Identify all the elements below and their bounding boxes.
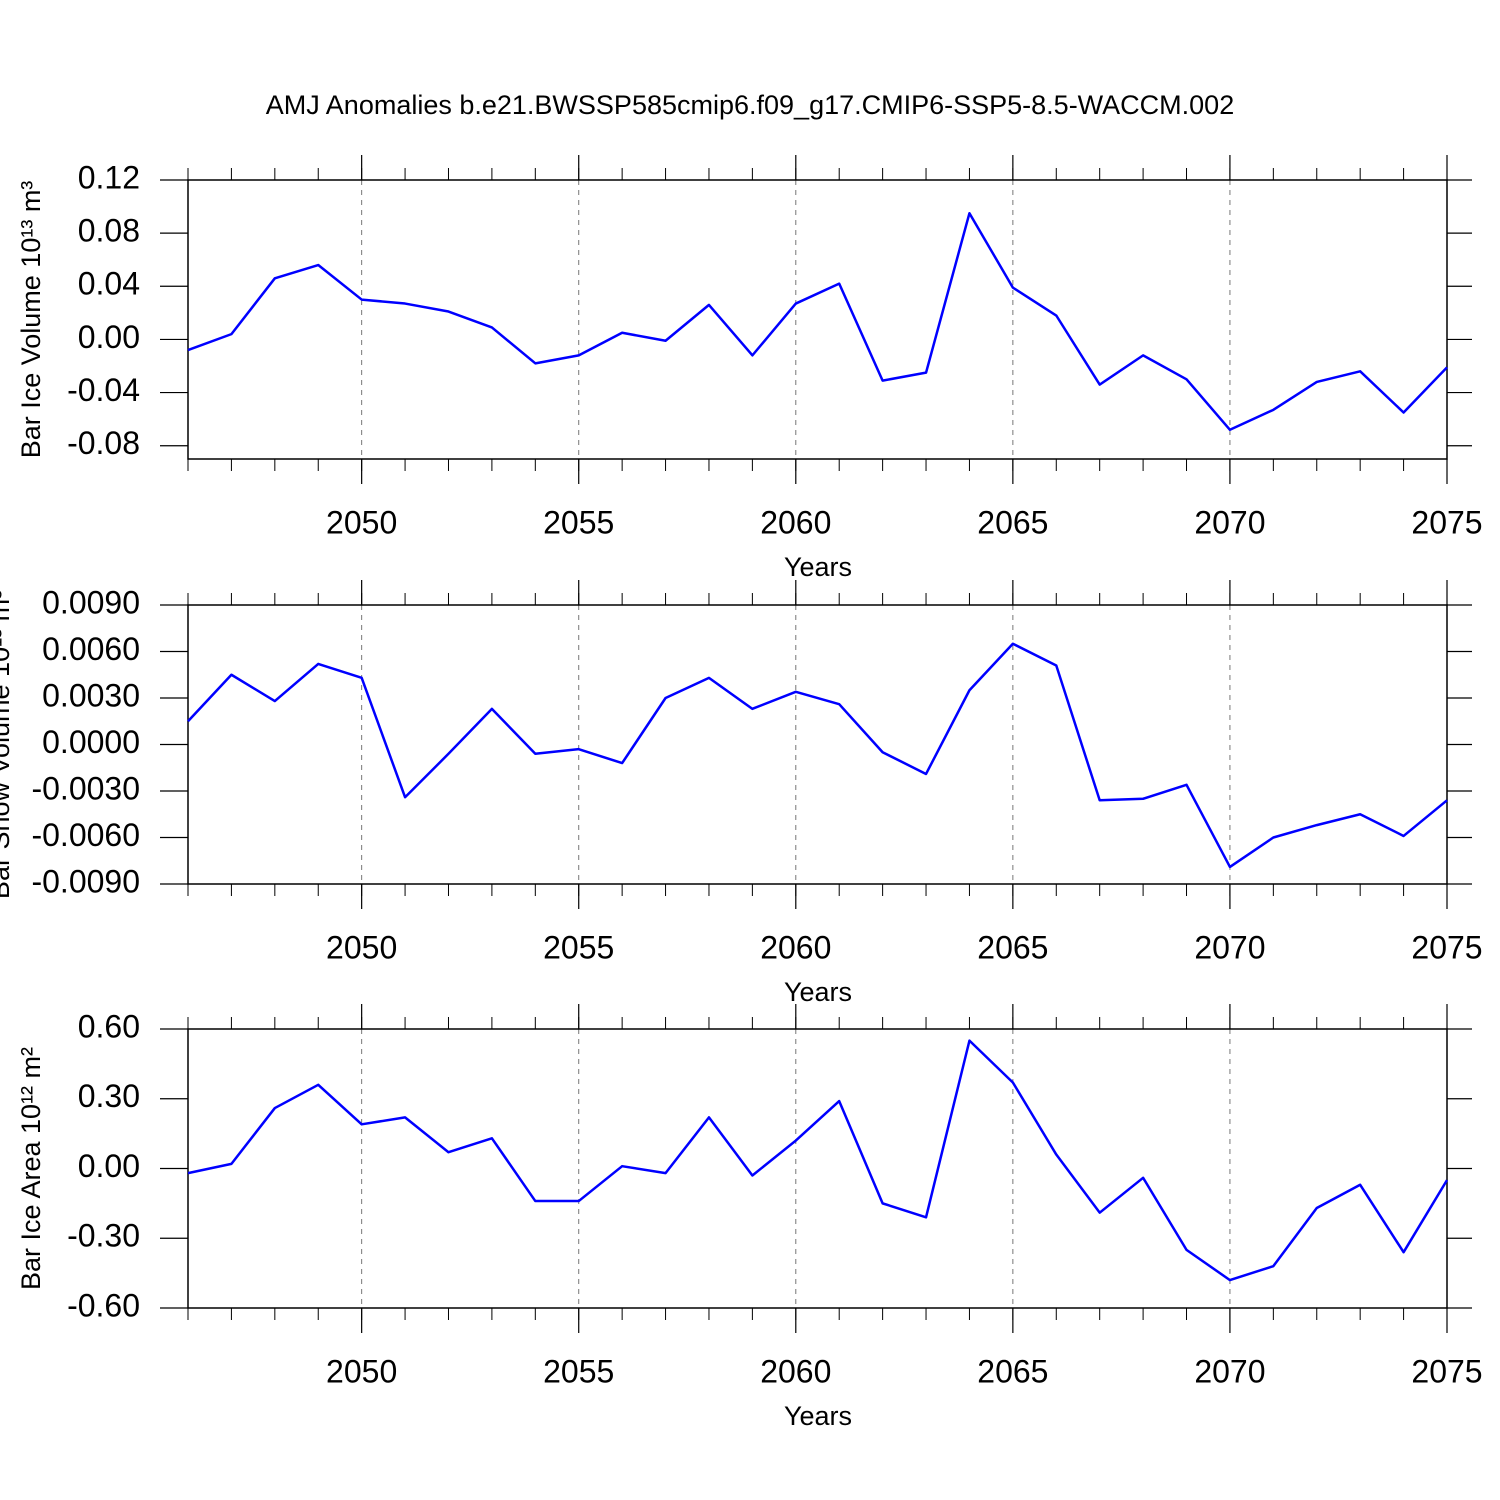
x-tick-label: 2050 bbox=[326, 504, 397, 540]
x-tick-label: 2055 bbox=[543, 1353, 614, 1389]
x-tick-label: 2070 bbox=[1194, 1353, 1265, 1389]
x-tick-label: 2050 bbox=[326, 1353, 397, 1389]
x-tick-label: 2065 bbox=[977, 929, 1048, 965]
y-tick-label: -0.0090 bbox=[31, 863, 140, 899]
x-tick-label: 2055 bbox=[543, 504, 614, 540]
x-tick-label: 2075 bbox=[1411, 929, 1482, 965]
x-tick-label: 2070 bbox=[1194, 504, 1265, 540]
y-tick-label: 0.04 bbox=[78, 266, 140, 302]
x-tick-label: 2075 bbox=[1411, 1353, 1482, 1389]
chart-title: AMJ Anomalies b.e21.BWSSP585cmip6.f09_g1… bbox=[266, 90, 1234, 120]
y-tick-label: -0.0030 bbox=[31, 770, 140, 806]
y-tick-label: -0.08 bbox=[67, 425, 140, 461]
y-axis-label: Bar Ice Area 10¹² m² bbox=[16, 1047, 46, 1290]
y-tick-label: 0.0060 bbox=[42, 631, 140, 667]
y-tick-label: 0.08 bbox=[78, 213, 140, 249]
y-tick-label: 0.0030 bbox=[42, 677, 140, 713]
y-axis-label: Bar Snow Volume 10¹³ m³ bbox=[0, 590, 15, 899]
x-axis-label: Years bbox=[784, 552, 852, 582]
y-axis-label: Bar Ice Volume 10¹³ m³ bbox=[16, 181, 46, 459]
x-tick-label: 2070 bbox=[1194, 929, 1265, 965]
y-tick-label: 0.0000 bbox=[42, 724, 140, 760]
x-tick-label: 2055 bbox=[543, 929, 614, 965]
y-tick-label: -0.04 bbox=[67, 372, 140, 408]
y-tick-label: 0.0090 bbox=[42, 584, 140, 620]
x-tick-label: 2060 bbox=[760, 929, 831, 965]
x-axis-label: Years bbox=[784, 977, 852, 1007]
data-line bbox=[187, 211, 1448, 432]
y-tick-label: -0.0060 bbox=[31, 817, 140, 853]
data-line bbox=[187, 642, 1448, 869]
x-axis-label: Years bbox=[784, 1401, 852, 1431]
x-tick-label: 2060 bbox=[760, 1353, 831, 1389]
y-tick-label: 0.12 bbox=[78, 159, 140, 195]
plot-frame bbox=[187, 1028, 1448, 1309]
y-tick-label: 0.00 bbox=[78, 319, 140, 355]
y-tick-label: -0.60 bbox=[67, 1287, 140, 1323]
x-tick-label: 2060 bbox=[760, 504, 831, 540]
x-tick-label: 2065 bbox=[977, 1353, 1048, 1389]
y-tick-label: -0.30 bbox=[67, 1218, 140, 1254]
y-tick-label: 0.30 bbox=[78, 1078, 140, 1114]
plot-frame bbox=[187, 604, 1448, 885]
data-line bbox=[187, 1039, 1449, 1282]
y-tick-label: 0.60 bbox=[78, 1008, 140, 1044]
plot-frame bbox=[187, 179, 1448, 460]
x-tick-label: 2075 bbox=[1411, 504, 1482, 540]
x-tick-label: 2050 bbox=[326, 929, 397, 965]
y-tick-label: 0.00 bbox=[78, 1148, 140, 1184]
x-tick-label: 2065 bbox=[977, 504, 1048, 540]
